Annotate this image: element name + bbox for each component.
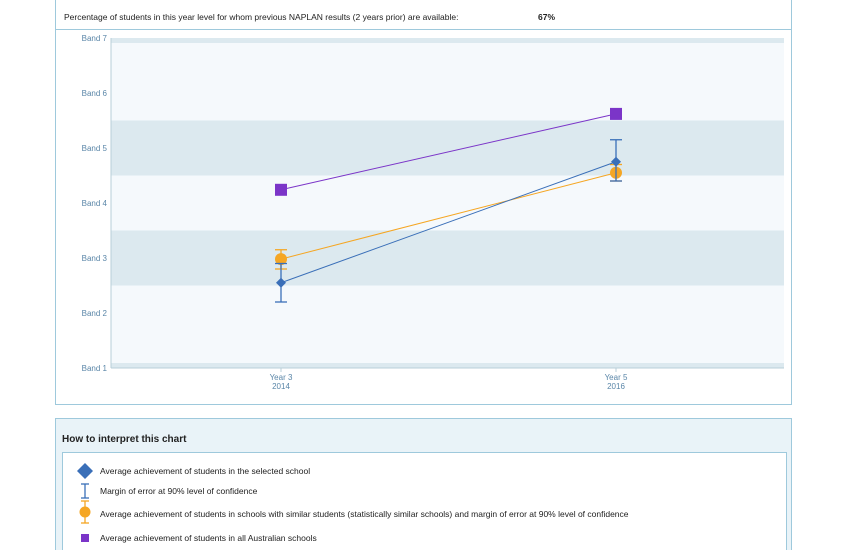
series-line-school bbox=[280, 161, 617, 284]
prior-results-label: Percentage of students in this year leve… bbox=[64, 12, 459, 22]
y-tick-label: Band 5 bbox=[82, 144, 108, 153]
y-tick-label: Band 6 bbox=[82, 89, 108, 98]
shaded-band-1 bbox=[111, 120, 784, 176]
data-point-australia bbox=[275, 183, 287, 196]
legend-label-australia: Average achievement of students in all A… bbox=[100, 533, 317, 543]
y-tick-label: Band 7 bbox=[82, 34, 108, 43]
series-line-similar bbox=[280, 172, 617, 260]
bottom-strip bbox=[111, 363, 784, 368]
diamond-icon bbox=[75, 461, 95, 481]
x-tick-label: Year 5 bbox=[605, 373, 628, 382]
x-tick-label: Year 3 bbox=[270, 373, 293, 382]
circle-icon bbox=[75, 500, 95, 524]
legend-item-error: Margin of error at 90% level of confiden… bbox=[75, 481, 257, 501]
series-line-australia bbox=[280, 113, 617, 191]
data-point-school bbox=[611, 156, 621, 167]
legend-label-error: Margin of error at 90% level of confiden… bbox=[100, 486, 258, 496]
plot-area bbox=[111, 38, 784, 368]
legend-box: Average achievement of students in the s… bbox=[62, 452, 787, 550]
prior-results-value: 67% bbox=[538, 12, 556, 22]
x-tick-label-year: 2014 bbox=[272, 382, 290, 391]
legend-label-similar: Average achievement of students in schoo… bbox=[100, 509, 629, 519]
data-point-similar bbox=[275, 253, 287, 266]
y-tick-label: Band 1 bbox=[82, 364, 108, 373]
data-point-australia bbox=[610, 107, 622, 120]
naplan-chart: Band 1 Band 2 Band 3 Band 4 Band 5 Band 6 Band… bbox=[82, 34, 784, 391]
interpret-panel: How to interpret this chart Average achi… bbox=[55, 418, 792, 550]
prior-results-row: Percentage of students in this year leve… bbox=[56, 0, 791, 30]
x-tick-label-year: 2016 bbox=[607, 382, 625, 391]
shaded-band-0 bbox=[111, 230, 784, 286]
legend-item-school: Average achievement of students in the s… bbox=[75, 461, 310, 481]
y-tick-label: Band 2 bbox=[82, 309, 108, 318]
legend-item-similar: Average achievement of students in schoo… bbox=[75, 500, 629, 524]
square-icon bbox=[75, 528, 95, 548]
y-tick-label: Band 4 bbox=[82, 199, 108, 208]
legend-label-school: Average achievement of students in the s… bbox=[100, 466, 311, 476]
interpret-title: How to interpret this chart bbox=[62, 434, 187, 445]
data-point-school bbox=[276, 277, 286, 288]
chart-panel: Percentage of students in this year leve… bbox=[55, 0, 792, 405]
error-bar-icon bbox=[75, 481, 95, 501]
legend-item-australia: Average achievement of students in all A… bbox=[75, 528, 317, 548]
top-strip bbox=[111, 38, 784, 43]
y-tick-label: Band 3 bbox=[82, 254, 108, 263]
